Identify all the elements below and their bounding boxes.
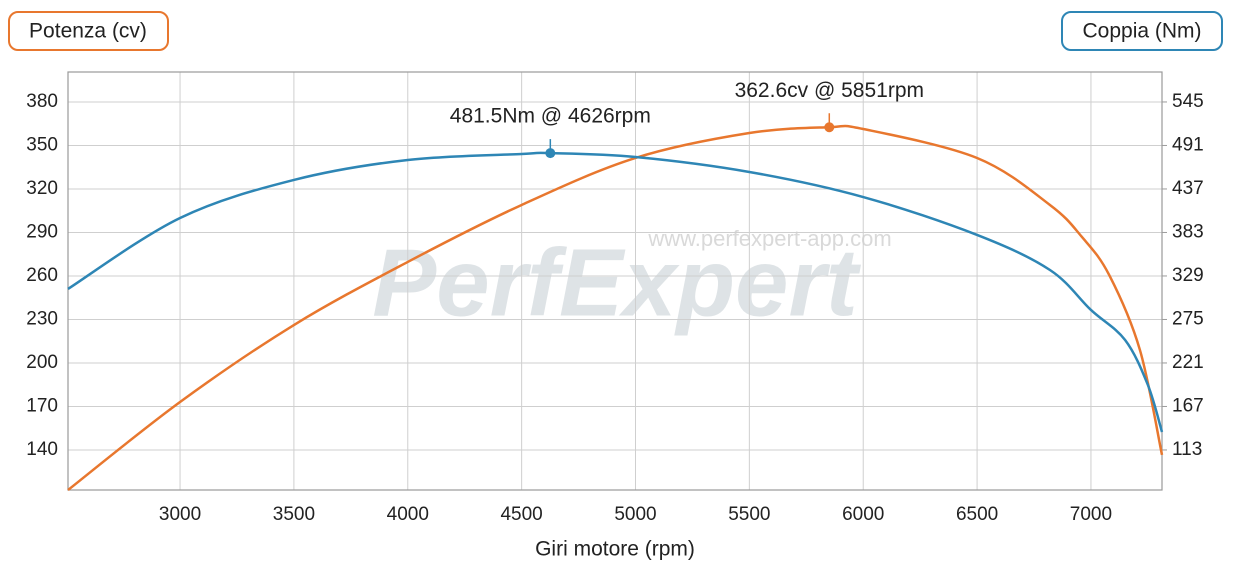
x-tick-label: 4000 xyxy=(387,504,429,525)
y2-tick-label: 383 xyxy=(1172,221,1204,242)
y2-tick-label: 437 xyxy=(1172,178,1204,199)
x-tick-label: 5500 xyxy=(728,504,770,525)
x-tick-label: 5000 xyxy=(614,504,656,525)
y2-tick-label: 113 xyxy=(1172,439,1202,460)
x-tick-label: 3500 xyxy=(273,504,315,525)
y2-tick-label: 275 xyxy=(1172,308,1204,329)
series-line xyxy=(67,124,1164,491)
y-tick-label: 290 xyxy=(26,222,58,243)
plot-frame xyxy=(67,71,1163,491)
peak-marker xyxy=(824,122,835,133)
y-tick-label: 200 xyxy=(26,352,58,373)
annotation-label: 362.6cv @ 5851rpm xyxy=(735,79,924,102)
series-line xyxy=(67,151,1164,433)
y-tick-label: 380 xyxy=(26,91,58,112)
x-axis-label: Giri motore (rpm) xyxy=(535,538,695,561)
y-tick-label: 170 xyxy=(26,396,58,417)
x-tick-label: 6000 xyxy=(842,504,884,525)
watermark-logo: PerfExpert xyxy=(372,229,862,336)
annotation-label: 481.5Nm @ 4626rpm xyxy=(450,105,651,128)
y2-tick-label: 167 xyxy=(1172,395,1204,416)
x-tick-label: 3000 xyxy=(159,504,201,525)
y2-axis-label: Coppia (Nm) xyxy=(1082,20,1201,43)
y2-tick-label: 491 xyxy=(1172,134,1204,155)
y-axis-label: Potenza (cv) xyxy=(29,20,147,43)
y-label-box xyxy=(8,11,169,51)
y2-tick-label: 329 xyxy=(1172,265,1204,286)
peak-marker xyxy=(545,148,556,159)
y-tick-label: 320 xyxy=(26,178,58,199)
y-tick-label: 230 xyxy=(26,309,58,330)
y-tick-label: 260 xyxy=(26,265,58,286)
y-tick-label: 350 xyxy=(26,135,58,156)
x-tick-label: 7000 xyxy=(1070,504,1112,525)
y2-label-box xyxy=(1061,11,1223,51)
x-tick-label: 4500 xyxy=(500,504,542,525)
watermark-url: www.perfexpert-app.com xyxy=(647,226,891,251)
x-tick-label: 6500 xyxy=(956,504,998,525)
y2-tick-label: 545 xyxy=(1172,91,1204,112)
y-tick-label: 140 xyxy=(26,439,58,460)
y2-tick-label: 221 xyxy=(1172,352,1204,373)
